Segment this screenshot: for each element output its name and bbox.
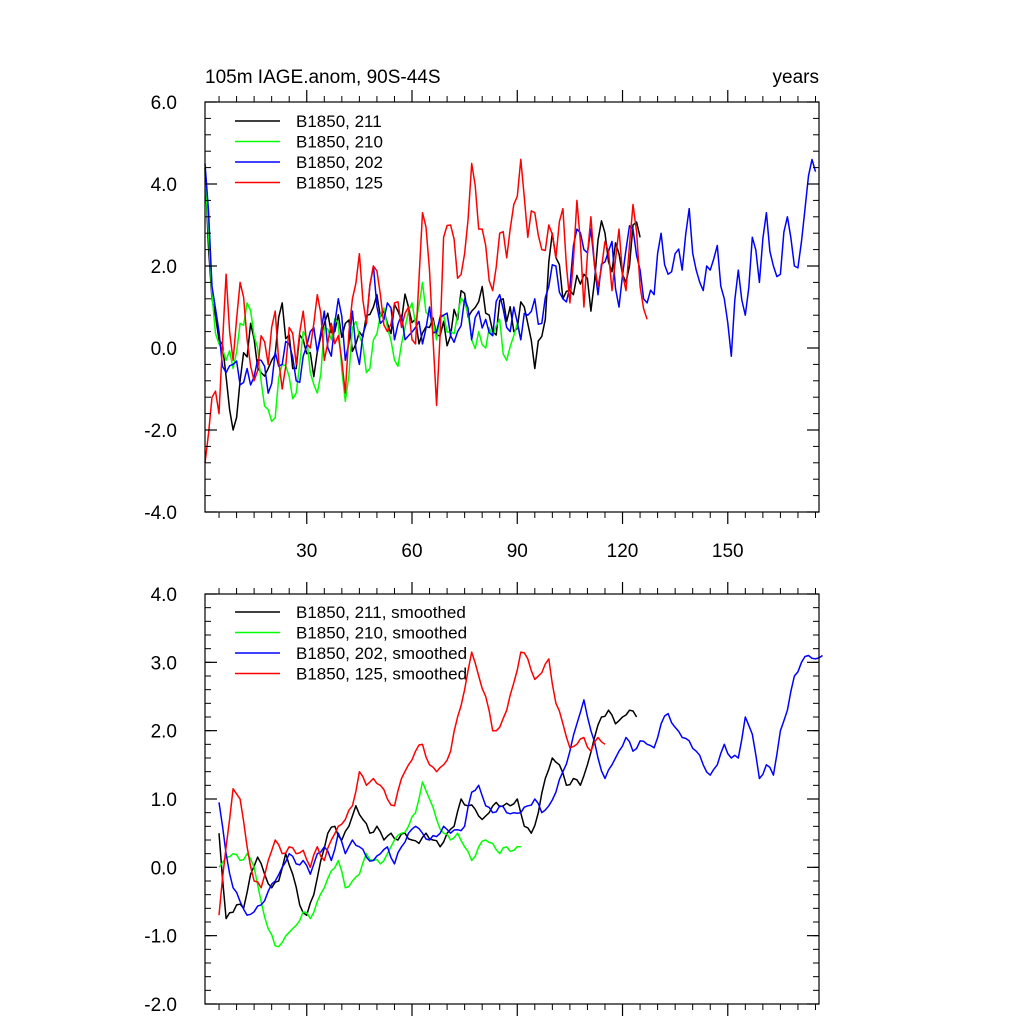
top-xtick-label: 30 — [296, 541, 317, 562]
top-units-label: years — [773, 67, 819, 88]
top-chart-title: 105m IAGE.anom, 90S-44S — [205, 67, 441, 88]
bottom-ytick-label: 1.0 — [151, 790, 177, 811]
top-xtick-label: 120 — [607, 541, 639, 562]
top-xtick-label: 150 — [712, 541, 744, 562]
bottom-legend-label-1: B1850, 210, smoothed — [296, 624, 467, 643]
bottom-legend: B1850, 211, smoothed B1850, 210, smoothed… — [235, 603, 467, 684]
bottom-ytick-label: -2.0 — [144, 995, 177, 1016]
bottom-axis-ticks: -2.0 -1.0 0.0 1.0 2.0 3.0 4.0 — [144, 582, 819, 1016]
bottom-legend-label-0: B1850, 211, smoothed — [296, 603, 466, 622]
top-xtick-label: 90 — [507, 541, 528, 562]
top-legend-label-0: B1850, 211 — [296, 112, 382, 131]
top-series-line-0 — [204, 167, 641, 431]
top-axis-ticks: -4.0 -2.0 0.0 2.0 4.0 6.0 30 60 90 120 150 — [144, 90, 819, 562]
bottom-series-line-1 — [218, 781, 521, 948]
top-ytick-label: 4.0 — [151, 175, 177, 196]
top-legend-label-3: B1850, 125 — [296, 174, 383, 193]
bottom-ytick-label: 2.0 — [151, 722, 177, 743]
top-legend-label-2: B1850, 202 — [296, 153, 383, 172]
top-ytick-label: -2.0 — [144, 421, 177, 442]
bottom-ytick-label: -1.0 — [144, 927, 177, 948]
top-series-line-3 — [204, 158, 648, 463]
bottom-ytick-label: 0.0 — [151, 858, 177, 879]
bottom-ytick-label: 4.0 — [151, 585, 177, 606]
bottom-ytick-label: 3.0 — [151, 653, 177, 674]
bottom-series-line-0 — [218, 709, 638, 920]
top-plot-frame — [204, 101, 820, 513]
bottom-legend-label-2: B1850, 202, smoothed — [296, 644, 467, 663]
top-legend-label-1: B1850, 210 — [296, 133, 383, 152]
top-xtick-label: 60 — [401, 541, 422, 562]
top-ytick-label: -4.0 — [144, 503, 177, 524]
top-plot-clip-group — [204, 158, 817, 463]
top-ytick-label: 0.0 — [151, 339, 177, 360]
bottom-plot-clip-group — [218, 651, 823, 948]
top-ytick-label: 6.0 — [151, 93, 177, 114]
bottom-series-line-3 — [218, 651, 606, 916]
bottom-panel: -2.0 -1.0 0.0 1.0 2.0 3.0 4.0 B1850, 211, smoo… — [144, 582, 823, 1016]
top-ytick-label: 2.0 — [151, 257, 177, 278]
top-panel: -4.0 -2.0 0.0 2.0 4.0 6.0 30 60 90 120 150 105m IA… — [144, 67, 820, 562]
bottom-legend-label-3: B1850, 125, smoothed — [296, 665, 467, 684]
top-series-line-2 — [204, 158, 817, 394]
